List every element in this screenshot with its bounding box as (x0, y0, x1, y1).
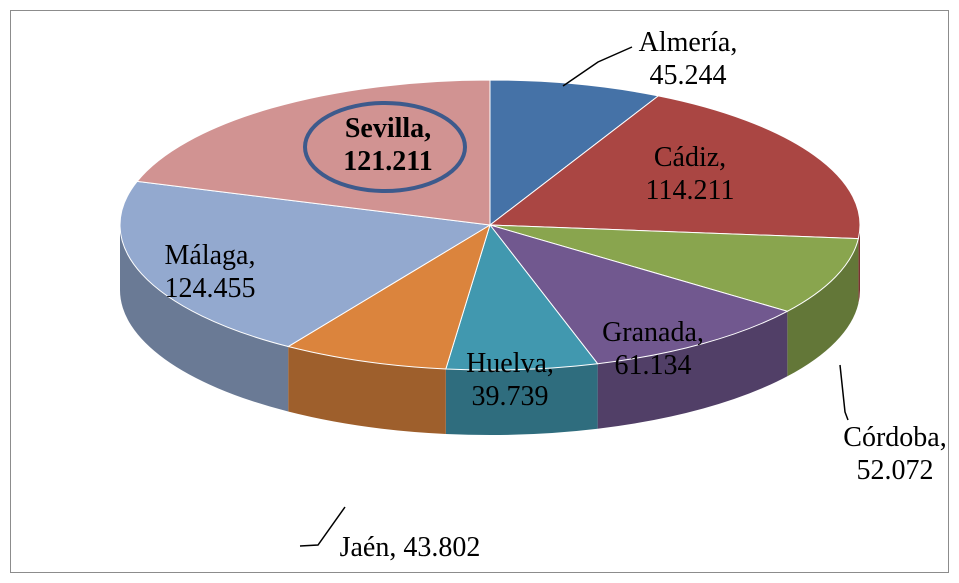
slice-side (597, 311, 788, 429)
leader-line (562, 46, 633, 87)
label-line: 52.072 (857, 455, 934, 486)
label-line: 39.739 (472, 381, 549, 412)
slice (489, 224, 860, 312)
slice-side (787, 238, 859, 377)
label-line: Jaén, 43.802 (340, 532, 481, 563)
data-label: Córdoba, 52.072 (843, 422, 946, 486)
slice (488, 224, 789, 365)
label-line: Huelva, (466, 348, 554, 379)
slice (488, 95, 861, 240)
label-line: 114.211 (646, 175, 735, 206)
leader-line (299, 506, 346, 547)
slice-side (288, 346, 446, 434)
data-label: Jaén, 43.802 (340, 532, 481, 563)
label-line: 121.211 (343, 146, 432, 177)
label-line: Cádiz, (654, 142, 726, 173)
label-line: Córdoba, (843, 422, 946, 453)
label-line: Sevilla, (345, 113, 431, 144)
data-label: Sevilla, 121.211 (343, 113, 432, 177)
slice-side (445, 363, 598, 435)
slice (286, 223, 491, 370)
label-line: 45.244 (650, 60, 727, 91)
label-line: Granada, (602, 317, 704, 348)
pie-tops (119, 79, 861, 371)
labels: Almería, 45.244 Cádiz, 114.211 Córdoba, 52.07… (165, 27, 947, 563)
label-line: Almería, (639, 27, 738, 58)
pie-sides (120, 225, 860, 435)
slice (445, 223, 599, 371)
leader-line (839, 364, 849, 421)
data-label: Granada, 61.134 (602, 317, 704, 381)
slice-side (858, 225, 860, 304)
slice-side (120, 225, 289, 412)
data-label: Huelva, 39.739 (466, 348, 554, 412)
label-line: 124.455 (165, 273, 256, 304)
slice (119, 180, 492, 348)
data-label: Málaga, 124.455 (165, 240, 256, 304)
label-line: Málaga, (165, 240, 256, 271)
label-line: 61.134 (615, 350, 692, 381)
slice (489, 79, 660, 227)
highlight-circle (303, 101, 467, 193)
data-label: Almería, 45.244 (639, 27, 738, 91)
data-label: Cádiz, 114.211 (646, 142, 735, 206)
